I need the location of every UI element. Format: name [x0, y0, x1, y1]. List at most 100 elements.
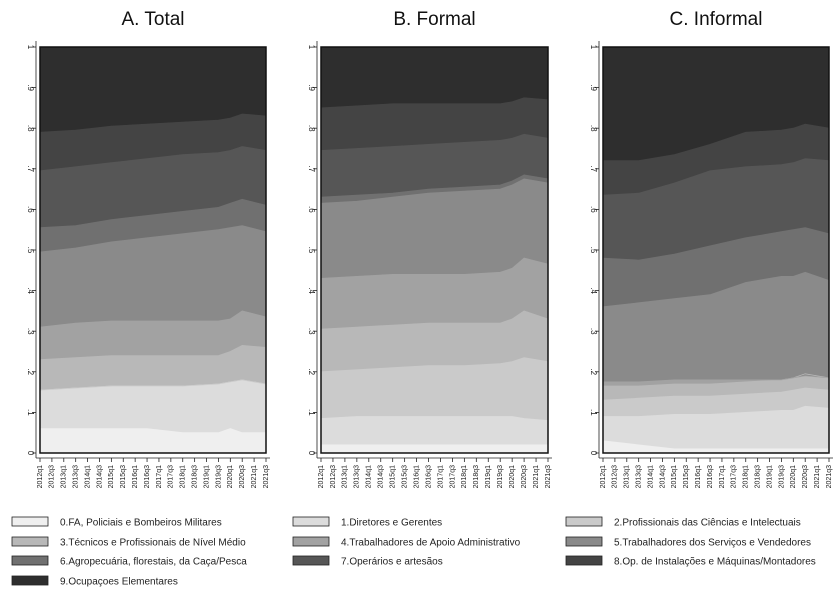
x-tick-label: 2014q1 — [366, 465, 373, 488]
legend-label: 9.Ocupaçoes Elementares — [60, 577, 178, 588]
area-8 — [603, 158, 829, 261]
area-7 — [603, 227, 829, 307]
x-tick-label: 2018q3 — [754, 465, 761, 488]
x-tick-label: 2014q1 — [84, 465, 91, 488]
legend-swatch — [292, 516, 330, 527]
legend-swatch — [11, 555, 49, 566]
area-edge — [39, 225, 267, 253]
area-edge — [320, 310, 549, 330]
x-tick-label: 2018q1 — [180, 465, 187, 488]
y-tick-label: .6 — [307, 206, 316, 213]
area-edge — [320, 357, 549, 373]
x-tick-label: 2015q3 — [120, 465, 127, 488]
x-tick-label: 2021q1 — [533, 465, 540, 488]
area-edge — [603, 405, 830, 417]
x-tick-label: 2021q3 — [263, 465, 270, 488]
x-tick-label: 2020q3 — [802, 465, 809, 488]
x-tick-label: 2016q3 — [425, 465, 432, 488]
y-tick-label: .5 — [307, 247, 316, 254]
x-tick-label: 2016q1 — [132, 465, 139, 488]
y-tick-label: .3 — [26, 328, 35, 335]
area-edge — [40, 428, 266, 434]
x-tick-label: 2013q1 — [624, 465, 631, 488]
x-tick-label: 2021q3 — [545, 465, 552, 488]
area-edge — [603, 375, 830, 383]
y-tick-label: .4 — [26, 287, 35, 294]
y-tick-label: .2 — [589, 368, 598, 375]
x-tick-label: 2012q3 — [330, 465, 337, 488]
x-tick-label: 2012q1 — [600, 465, 607, 488]
x-tick-label: 2012q1 — [318, 465, 325, 488]
x-tick-label: 2014q1 — [647, 465, 654, 488]
area-frame — [602, 46, 830, 454]
x-tick-label: 2013q3 — [354, 465, 361, 488]
x-tick-label: 2015q1 — [108, 465, 115, 488]
area-edge — [602, 227, 830, 261]
legend-swatch — [292, 555, 330, 566]
y-tick-label: .8 — [589, 125, 598, 132]
legend-label: 3.Técnicos e Profissionais de Nível Médi… — [60, 538, 246, 549]
area-edge — [602, 158, 830, 196]
x-tick-label: 2017q3 — [731, 465, 738, 488]
legend-swatch — [565, 555, 603, 566]
x-tick-label: 2017q1 — [437, 465, 444, 488]
x-tick-label: 2015q3 — [401, 465, 408, 488]
y-tick-label: .9 — [307, 84, 316, 91]
x-tick-label: 2017q3 — [449, 465, 456, 488]
x-tick-label: 2017q3 — [168, 465, 175, 488]
y-tick-label: .8 — [307, 125, 316, 132]
y-tick-label: .2 — [26, 368, 35, 375]
area-1 — [603, 440, 829, 453]
area-8 — [40, 146, 266, 228]
y-tick-label: .5 — [589, 247, 598, 254]
panel-title: A. Total — [121, 9, 184, 30]
y-tick-label: 1 — [589, 45, 598, 50]
y-tick-label: .4 — [307, 287, 316, 294]
area-edge — [39, 310, 267, 328]
y-tick-label: 0 — [307, 451, 316, 456]
area-edge — [320, 416, 549, 421]
x-tick-label: 2019q1 — [203, 465, 210, 488]
x-tick-label: 2018q3 — [473, 465, 480, 488]
area-10 — [321, 47, 548, 108]
area-edge — [39, 379, 267, 391]
area-5 — [321, 258, 548, 330]
area-3 — [321, 357, 548, 421]
y-tick-label: 1 — [307, 45, 316, 50]
area-2 — [40, 379, 266, 433]
x-tick-label: 2015q3 — [683, 465, 690, 488]
panel-2: B. Formal 0 .1 .2 .3 .4 .5 .6 .7 .8 .9 1 2012q1 2012q… — [307, 9, 552, 488]
legend-label: 7.Operários e artesãos — [341, 557, 443, 568]
y-tick-label: 0 — [589, 451, 598, 456]
area-6 — [40, 225, 266, 328]
y-tick-label: .1 — [26, 409, 35, 416]
area-9 — [321, 97, 548, 151]
x-tick-label: 2020q1 — [227, 465, 234, 488]
area-edge — [320, 174, 549, 198]
panel-1: A. Total 0 .1 .2 .3 .4 .5 .6 .7 .8 .9 1 2012q1 2012q3… — [26, 9, 270, 488]
y-tick-label: 1 — [26, 45, 35, 50]
area-edge — [602, 440, 829, 450]
x-tick-label: 2014q3 — [659, 465, 666, 488]
x-tick-label: 2016q3 — [707, 465, 714, 488]
area-1 — [321, 444, 548, 453]
area-10 — [603, 47, 829, 161]
area-10 — [40, 47, 266, 133]
area-frame — [320, 46, 549, 454]
x-tick-label: 2012q3 — [612, 465, 619, 488]
area-9 — [603, 124, 829, 196]
legend-swatch — [11, 516, 49, 527]
area-edge — [602, 271, 830, 308]
y-tick-label: .3 — [307, 328, 316, 335]
legend-swatch — [292, 536, 330, 547]
y-tick-label: .9 — [26, 84, 35, 91]
area-edge — [320, 97, 549, 109]
area-edge — [39, 344, 267, 360]
area-edge — [602, 387, 830, 401]
legend-label: 8.Op. de Instalações e Máquinas/Montador… — [614, 557, 816, 568]
area-edge — [39, 198, 267, 229]
x-tick-label: 2016q1 — [413, 465, 420, 488]
x-tick-label: 2018q3 — [191, 465, 198, 488]
area-edge — [320, 133, 549, 151]
